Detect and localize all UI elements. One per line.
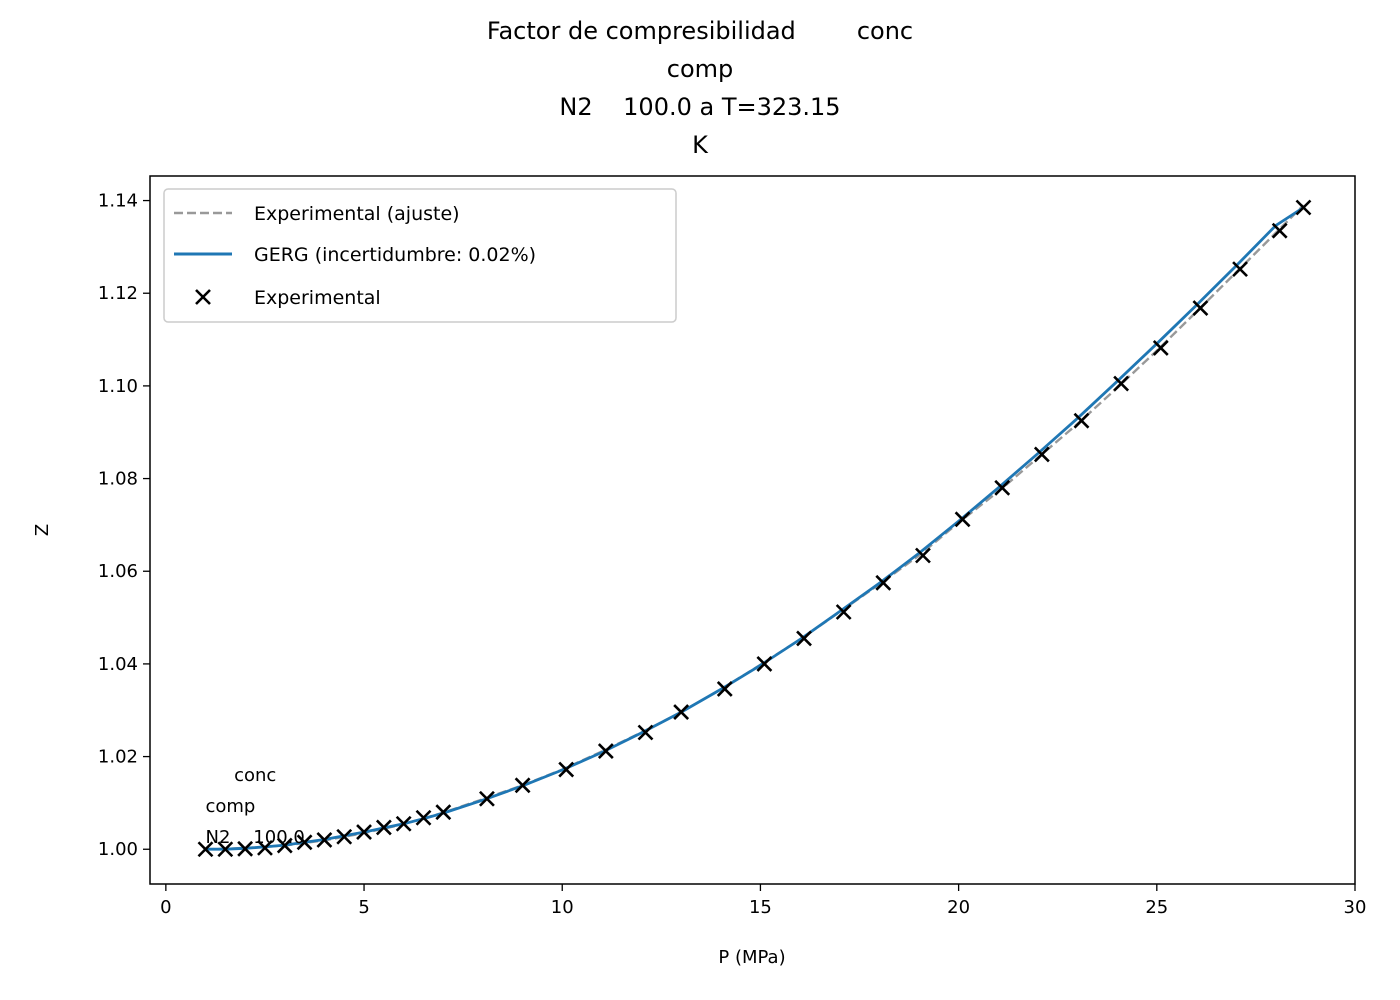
legend: Experimental (ajuste) GERG (incertidumbr…: [163, 188, 677, 323]
experimental-point: [915, 547, 931, 564]
experimental-point: [1232, 261, 1248, 278]
experimental-point: [875, 574, 892, 591]
experimental-point: [994, 479, 1011, 496]
annotation-line-3: N2 100.0: [205, 827, 304, 848]
experimental-point: [673, 704, 690, 721]
legend-experimental-label: Experimental: [254, 287, 381, 309]
experimental-point: [1192, 300, 1209, 316]
experimental-point: [1295, 199, 1312, 216]
y-axis-label: Z: [32, 524, 53, 536]
experimental-point: [716, 681, 733, 697]
plot-markers: [197, 199, 1312, 858]
annotation-line-2: comp: [205, 796, 255, 817]
experimental-point: [796, 630, 812, 647]
experimental-point: [1033, 446, 1050, 463]
experimental-point: [435, 804, 452, 821]
experimental-point: [756, 655, 773, 672]
legend-experimental-marker: [195, 289, 211, 305]
experimental-point: [296, 834, 313, 851]
experimental-point: [276, 837, 293, 854]
experimental-point: [336, 828, 353, 845]
y-tick-label: 1.08: [98, 469, 138, 490]
experimental-point: [316, 832, 333, 848]
experimental-point: [954, 511, 971, 528]
gerg-series-line: [205, 206, 1305, 851]
experimental-point: [395, 815, 412, 832]
plot-frame: [149, 175, 1356, 885]
x-axis-label: P (MPa): [718, 947, 785, 968]
annotation-line-1: conc: [205, 765, 276, 786]
x-tick-label: 20: [947, 897, 970, 918]
chart-title-line-1: Factor de compresibilidad conc: [486, 17, 914, 45]
y-tick-label: 1.14: [98, 191, 138, 212]
y-tick-label: 1.10: [98, 376, 138, 397]
experimental-point: [597, 743, 614, 759]
y-axis-ticks: 1.00 1.02 1.04 1.06 1.08 1.10 1.12 1.14: [98, 191, 150, 860]
legend-fit-label: Experimental (ajuste): [254, 203, 460, 225]
legend-x-marker: [195, 289, 211, 305]
experimental-point: [1073, 412, 1090, 429]
experimental-point: [1152, 339, 1169, 356]
x-tick-label: 30: [1344, 897, 1367, 918]
annotation: conc comp N2 100.0: [205, 765, 304, 848]
chart-title-line-2: comp: [666, 55, 734, 83]
experimental-point: [637, 724, 654, 741]
y-tick-label: 1.12: [98, 283, 138, 304]
experimental-point: [197, 841, 214, 858]
experimental-point: [217, 841, 234, 858]
x-tick-label: 5: [358, 897, 369, 918]
experimental-point: [356, 824, 372, 841]
x-tick-label: 25: [1145, 897, 1168, 918]
experimental-point: [479, 790, 495, 807]
chart-title-line-4: K: [692, 131, 708, 159]
chart-title-line-3: N2 100.0 a T=323.15: [559, 93, 841, 121]
x-tick-label: 10: [551, 897, 574, 918]
y-tick-label: 1.06: [98, 561, 138, 582]
experimental-point: [415, 809, 432, 826]
x-axis-ticks: 0 5 10 15 20 25 30: [160, 884, 1366, 918]
experimental-point: [514, 777, 531, 794]
experimental-point: [558, 761, 575, 778]
y-tick-label: 1.02: [98, 747, 138, 768]
experimental-point: [835, 604, 852, 620]
y-tick-label: 1.04: [98, 654, 138, 675]
experimental-point: [1271, 222, 1288, 239]
x-tick-label: 0: [160, 897, 171, 918]
experimental-point: [237, 840, 254, 857]
experimental-point: [257, 839, 273, 856]
legend-gerg-label: GERG (incertidumbre: 0.02%): [254, 244, 536, 266]
x-tick-label: 15: [749, 897, 772, 918]
experimental-point: [1113, 375, 1130, 392]
y-tick-label: 1.00: [98, 839, 138, 860]
legend-box: [163, 188, 677, 323]
experimental-point: [375, 819, 392, 836]
